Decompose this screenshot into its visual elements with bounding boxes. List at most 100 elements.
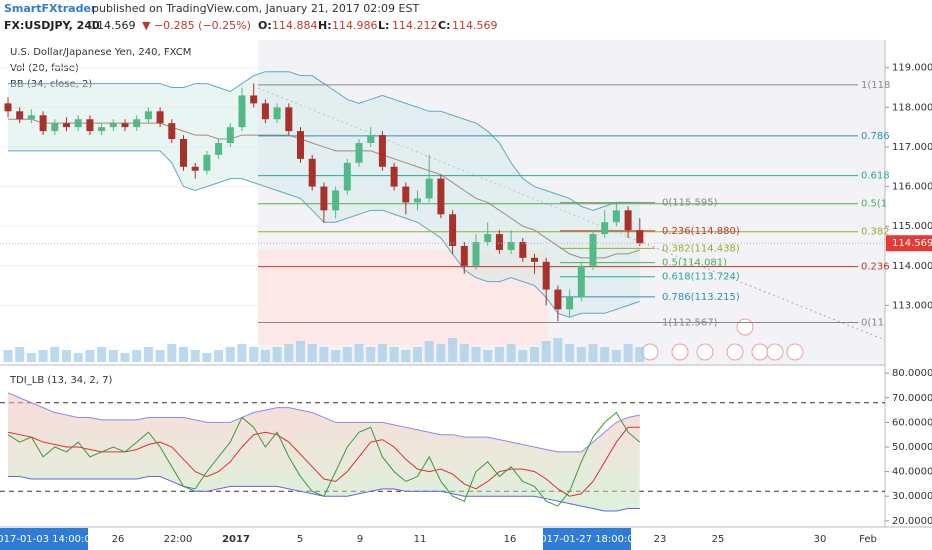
volume-bar: [389, 347, 399, 362]
candle-body: [507, 242, 515, 250]
legend-tdi: TDI_LB (13, 34, 2, 7): [9, 375, 113, 386]
volume-bar: [506, 344, 516, 362]
volume-bar: [448, 338, 458, 362]
legend-bb: BB (34, close, 2): [10, 79, 92, 90]
candle-body: [449, 214, 457, 246]
tdi-tick-label: 40.0000: [892, 467, 932, 478]
volume-bar: [50, 347, 60, 362]
volume-bar: [576, 347, 586, 362]
volume-bar: [225, 347, 235, 362]
ohlc-value: 114.884: [272, 19, 318, 32]
published: published on TradingView.com, January 21…: [92, 2, 419, 15]
candle-body: [215, 142, 223, 155]
volume-bar: [518, 350, 528, 362]
fib-outer-label: 0.786: [861, 131, 890, 142]
volume-bar: [366, 347, 376, 362]
ohlc-value: 114.212: [392, 19, 438, 32]
candle-body: [250, 95, 258, 104]
volume-bar: [553, 338, 563, 362]
y-tick-label: 118.000: [892, 102, 932, 113]
candle-body: [273, 107, 281, 120]
volume-bar: [354, 344, 364, 362]
candle-body: [437, 178, 445, 215]
volume-bar: [62, 350, 71, 362]
candle-body: [261, 103, 269, 120]
bb-upper: [8, 71, 640, 211]
x-tick-label: 22:00: [164, 534, 193, 545]
x-tick-label: 5: [297, 534, 303, 545]
candle-body: [390, 166, 398, 187]
x-tick-label: 2017-01-27 18:00:00: [534, 534, 640, 545]
x-tick-label: Feb: [859, 534, 877, 545]
volume-bar: [635, 347, 645, 362]
candle-body: [601, 222, 609, 235]
volume-bar: [73, 353, 83, 362]
candle-body: [495, 234, 503, 250]
volume-bar: [132, 350, 142, 362]
x-tick-label: 11: [414, 534, 427, 545]
volume-bar: [179, 347, 188, 362]
volume-bar: [483, 350, 493, 362]
candle-body: [39, 115, 47, 132]
candle-body: [191, 166, 199, 171]
candle-body: [308, 158, 316, 187]
last-price: 114.569: [90, 19, 136, 32]
candle-body: [320, 186, 328, 211]
ohlc-key: C:: [438, 19, 450, 32]
legend-vol: Vol (20, false): [10, 63, 79, 74]
volume-bar: [167, 344, 177, 362]
time-highlight: [543, 528, 631, 550]
volume-bar: [108, 350, 118, 362]
volume-bar: [436, 344, 446, 362]
tdi-tick-label: 60.0000: [892, 417, 932, 428]
volume-bar: [155, 350, 165, 362]
volume-bar: [565, 344, 575, 362]
volume-bar: [296, 341, 305, 362]
volume-bar: [600, 347, 610, 362]
candle-body: [472, 242, 480, 266]
volume-bar: [260, 350, 270, 362]
x-tick-label: 16: [504, 534, 517, 545]
candle-body: [180, 139, 187, 167]
event-icons: [641, 318, 804, 361]
volume-bar: [611, 350, 621, 362]
candle-body: [4, 103, 12, 112]
volume-bar: [237, 344, 247, 362]
tdi-tick-label: 50.0000: [892, 442, 932, 453]
tdi-line: [7, 392, 640, 453]
y-tick-label: 113.000: [892, 300, 932, 311]
volume-bar: [97, 347, 107, 362]
volume-bar: [202, 353, 212, 362]
candle-body: [27, 115, 35, 120]
volume-bar: [284, 344, 294, 362]
ohlc-key: H:: [318, 19, 332, 32]
tdi-tick-label: 80.0000: [892, 368, 932, 379]
fib-outer-label: 1(118: [861, 80, 890, 91]
candle-body: [168, 123, 176, 140]
candle-body: [297, 131, 304, 159]
candle-body: [226, 127, 234, 143]
volume-bar: [85, 350, 95, 362]
volume-bar: [3, 350, 13, 362]
volume-bar: [541, 341, 551, 362]
volume-bar: [331, 350, 341, 362]
candle-body: [378, 135, 386, 167]
tdi-line: [7, 426, 640, 497]
x-tick-label: 26: [112, 534, 125, 545]
fib-outer-label: 0.618: [861, 171, 890, 182]
fib-inner-label: 0.382(114.438): [662, 243, 740, 254]
candle-body: [355, 142, 363, 163]
volume-bar: [190, 350, 200, 362]
candle-body: [51, 123, 59, 132]
candle-body: [402, 186, 410, 203]
candle-body: [156, 111, 164, 124]
candle-body: [566, 297, 574, 310]
tdi-band-fill: [8, 392, 640, 511]
candle-body: [425, 178, 433, 199]
x-tick-label: 9: [357, 534, 363, 545]
candle-body: [86, 119, 94, 132]
volume-bar: [588, 344, 598, 362]
y-tick-label: 116.000: [892, 182, 932, 193]
author[interactable]: SmartFXtrader: [4, 2, 97, 15]
fib-inner-label: 0(115.595): [662, 198, 718, 209]
